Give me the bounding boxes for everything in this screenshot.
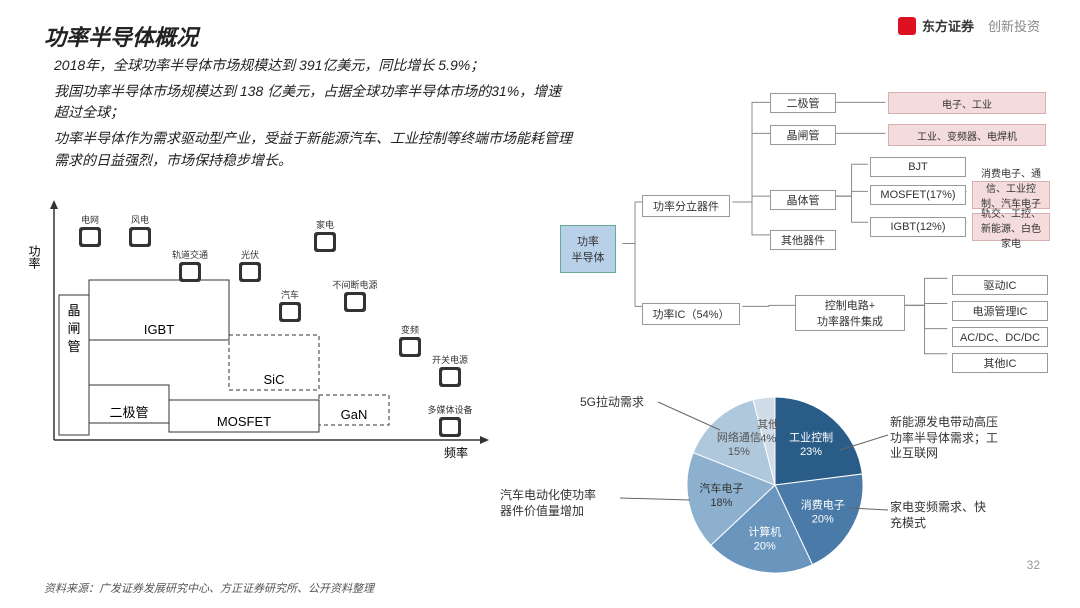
svg-text:开关电源: 开关电源 (432, 354, 468, 365)
source-footer: 资料来源：广发证券发展研究中心、方正证券研究所、公开资料整理 (44, 580, 374, 596)
tree-node: 控制电路+ 功率器件集成 (795, 295, 905, 331)
svg-text:电网: 电网 (81, 214, 99, 225)
intro-p2: 我国功率半导体市场规模达到 138 亿美元，占据全球功率半导体市场的31%，增速… (54, 81, 574, 124)
pie-annotation: 汽车电动化使功率 器件价值量增加 (500, 488, 650, 519)
svg-text:家电: 家电 (316, 219, 334, 230)
svg-text:GaN: GaN (341, 407, 368, 422)
svg-text:频率: 频率 (444, 445, 468, 460)
tree-node: 轨交、工控、新能源、白色家电 (972, 213, 1050, 241)
svg-text:晶: 晶 (67, 303, 80, 318)
freq-power-chart: 功率频率 晶闸管 IGBT 二极管 MOSFET SiC GaN 电网 风电轨道交通 光伏 家电汽车… (24, 195, 504, 465)
svg-text:汽车: 汽车 (281, 289, 299, 300)
tree-node: 驱动IC (952, 275, 1048, 295)
svg-text:IGBT: IGBT (144, 322, 174, 337)
tree-node: 其他IC (952, 353, 1048, 373)
tree-node: 其他器件 (770, 230, 836, 250)
logo-icon (898, 17, 916, 35)
svg-text:轨道交通: 轨道交通 (172, 249, 208, 260)
svg-text:网络通信: 网络通信 (717, 430, 761, 444)
svg-text:23%: 23% (800, 446, 822, 458)
intro-p3: 功率半导体作为需求驱动型产业，受益于新能源汽车、工业控制等终端市场能耗管理需求的… (54, 128, 574, 171)
intro-p1: 2018年，全球功率半导体市场规模达到 391亿美元，同比增长 5.9%； (54, 55, 574, 77)
svg-text:20%: 20% (812, 513, 834, 525)
svg-text:光伏: 光伏 (241, 249, 259, 260)
tree-node: 晶体管 (770, 190, 836, 210)
brand-logo: 东方证券 创新投资 (898, 16, 1040, 35)
tree-node: MOSFET(17%) (870, 185, 966, 205)
tree-node: BJT (870, 157, 966, 177)
brand-sub: 创新投资 (988, 16, 1040, 35)
svg-text:风电: 风电 (131, 214, 149, 225)
svg-text:变频: 变频 (401, 324, 419, 335)
tree-node: 功率 半导体 (560, 225, 616, 273)
svg-text:18%: 18% (710, 497, 732, 509)
svg-text:管: 管 (67, 339, 80, 354)
tree-node: AC/DC、DC/DC (952, 327, 1048, 347)
pie-annotation: 5G拉动需求 (580, 395, 730, 411)
tree-node: 电子、工业 (888, 92, 1046, 114)
tree-node: 工业、变频器、电焊机 (888, 124, 1046, 146)
svg-text:MOSFET: MOSFET (217, 414, 271, 429)
pie-annotation: 家电变频需求、快 充模式 (890, 500, 1040, 531)
tree-node: 功率分立器件 (642, 195, 730, 217)
page-number: 32 (1027, 558, 1040, 572)
svg-text:工业控制: 工业控制 (789, 430, 833, 444)
svg-text:15%: 15% (728, 446, 750, 458)
tree-node: 功率IC（54%） (642, 303, 740, 325)
svg-text:多媒体设备: 多媒体设备 (427, 404, 472, 415)
application-pie: 工业控制 23% 消费电子 20% 计算机 20% 汽车电子 18% 网络通信 15% 其他 4% 5… (540, 380, 1060, 590)
svg-text:汽车电子: 汽车电子 (699, 481, 743, 495)
svg-text:4%: 4% (760, 433, 776, 445)
svg-text:消费电子: 消费电子 (801, 497, 845, 511)
classification-tree: 功率 半导体 功率分立器件功率IC（54%） 二极管 电子、工业晶闸管 工业、变频器、电… (560, 85, 1060, 375)
svg-text:不间断电源: 不间断电源 (332, 279, 377, 290)
svg-text:SiC: SiC (264, 372, 285, 387)
brand-text: 东方证券 (922, 16, 974, 35)
svg-text:其他: 其他 (757, 418, 779, 431)
tree-node: 电源管理IC (952, 301, 1048, 321)
intro-text: 2018年，全球功率半导体市场规模达到 391亿美元，同比增长 5.9%； 我国… (54, 55, 574, 175)
svg-text:功率: 功率 (27, 245, 41, 269)
svg-text:20%: 20% (754, 541, 776, 553)
svg-text:计算机: 计算机 (748, 525, 781, 539)
tree-node: 晶闸管 (770, 125, 836, 145)
page-title: 功率半导体概况 (44, 20, 198, 52)
pie-annotation: 新能源发电带动高压 功率半导体需求；工 业互联网 (890, 415, 1040, 462)
tree-node: IGBT(12%) (870, 217, 966, 237)
svg-text:二极管: 二极管 (109, 405, 148, 420)
svg-text:闸: 闸 (67, 321, 80, 336)
tree-node: 二极管 (770, 93, 836, 113)
